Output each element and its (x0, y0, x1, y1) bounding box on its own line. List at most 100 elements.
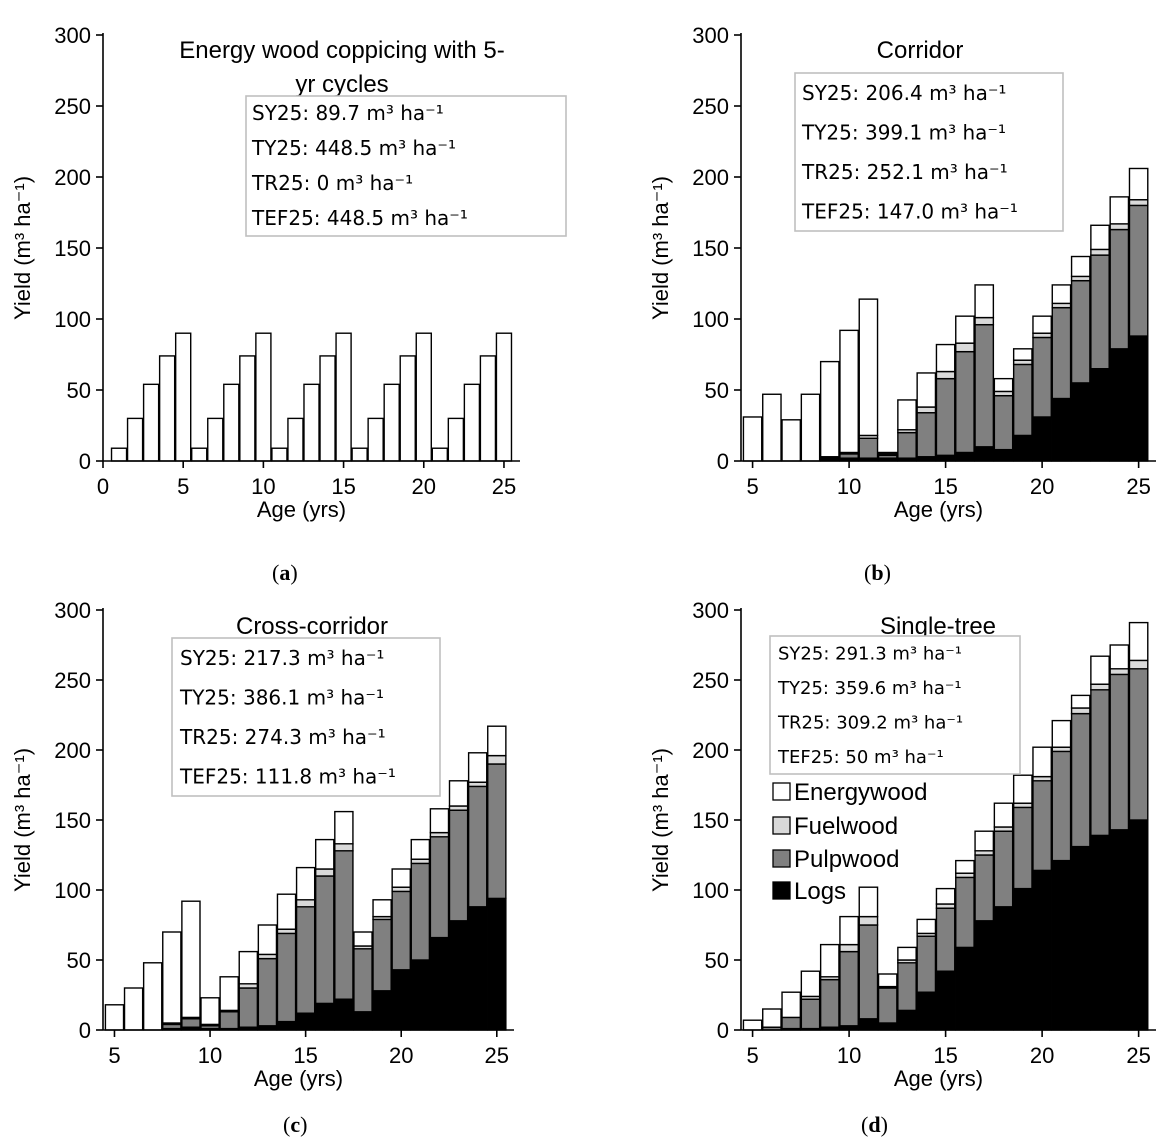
bar-logs (1070, 845, 1091, 1031)
bar-pulpwood (1051, 750, 1072, 862)
bar-logs (448, 920, 469, 1031)
y-tick-label: 150 (54, 236, 91, 261)
bar-fuelwood (1128, 199, 1149, 207)
bar-pulpwood (839, 950, 859, 1027)
bar-pulpwood (1032, 780, 1052, 872)
bar-pulpwood (219, 1011, 239, 1030)
x-tick-label: 15 (933, 474, 957, 499)
bar-energywood (219, 976, 239, 1012)
bars-b (742, 167, 1149, 462)
y-tick-label: 200 (54, 165, 91, 190)
bar-energywood (162, 931, 182, 1024)
panel-d: 0 50 100 150 200 250 300 5 10 15 20 25 Age (yrs) Yiel… (648, 598, 1156, 1091)
bar-fuelwood (955, 342, 975, 353)
bar-pulpwood (1012, 806, 1033, 890)
bar-energywood (207, 417, 224, 462)
bar-energywood (974, 830, 995, 852)
bar-logs (993, 906, 1014, 1031)
y-tick-label: 250 (54, 668, 91, 693)
bar-pulpwood (800, 998, 821, 1030)
y-axis-label: Yield (m³ ha⁻¹) (648, 176, 673, 320)
bar-logs (1090, 368, 1110, 462)
bar-energywood (487, 725, 507, 757)
bar-energywood (399, 355, 416, 462)
bar-energywood (334, 810, 354, 845)
y-tick-label: 250 (54, 94, 91, 119)
bar-fuelwood (839, 943, 859, 953)
bar-pulpwood (1109, 673, 1130, 831)
bar-energywood (781, 419, 802, 462)
bar-energywood (353, 931, 373, 947)
bar-fuelwood (295, 899, 316, 908)
bar-energywood (415, 332, 432, 462)
bar-logs (1012, 887, 1033, 1031)
bar-energywood (1090, 224, 1110, 251)
bar-energywood (429, 808, 450, 834)
y-tick-label: 300 (54, 23, 91, 48)
bar-energywood (839, 329, 859, 454)
bar-logs (1032, 869, 1052, 1031)
y-axis-label: Yield (m³ ha⁻¹) (10, 176, 35, 320)
x-axis-label: Age (yrs) (257, 497, 346, 522)
bar-logs (353, 1011, 373, 1031)
bar-logs (1070, 382, 1091, 462)
bar-fuelwood (858, 915, 879, 926)
bar-logs (935, 454, 956, 462)
bar-energywood (383, 383, 400, 462)
bar-energywood (158, 355, 176, 462)
y-tick-label: 0 (79, 1018, 91, 1043)
bar-energywood (858, 298, 879, 437)
bar-logs (391, 969, 411, 1031)
panel-a: 0 50 100 150 200 250 300 0 5 10 15 20 25 Age (yrs) Yie… (10, 23, 567, 522)
bar-energywood (819, 943, 840, 978)
bar-energywood (191, 447, 208, 462)
x-tick-label: 15 (293, 1043, 317, 1068)
bar-pulpwood (1051, 306, 1072, 400)
x-tick-label: 5 (177, 474, 189, 499)
bar-energywood (126, 417, 144, 462)
y-tick-label: 50 (705, 378, 729, 403)
bar-energywood (897, 946, 917, 961)
y-axis-label: Yield (m³ ha⁻¹) (648, 748, 673, 892)
bar-pulpwood (257, 957, 278, 1027)
stats-line: TEF25: 147.0 m³ ha⁻¹ (801, 199, 1018, 223)
bar-energywood (858, 886, 879, 918)
x-tick-label: 20 (1030, 1043, 1054, 1068)
bar-energywood (276, 893, 297, 930)
bar-energywood (367, 417, 384, 462)
bar-energywood (742, 416, 763, 462)
bar-pulpwood (1128, 668, 1149, 821)
bar-pulpwood (974, 323, 995, 448)
y-tick-label: 200 (692, 165, 729, 190)
bar-energywood (762, 1008, 782, 1028)
bar-pulpwood (372, 918, 392, 992)
bar-pulpwood (955, 350, 975, 454)
legend-swatch (772, 816, 791, 835)
bar-pulpwood (487, 763, 507, 900)
bar-pulpwood (916, 412, 937, 458)
bar-pulpwood (781, 1016, 802, 1030)
stats-line: TY25: 399.1 m³ ha⁻¹ (801, 120, 1006, 144)
bar-pulpwood (974, 854, 995, 922)
bar-energywood (110, 447, 128, 462)
bar-pulpwood (858, 924, 879, 1020)
x-tick-label: 10 (198, 1043, 222, 1068)
chart-title: Energy wood coppicing with 5- (179, 37, 505, 64)
bar-pulpwood (1109, 228, 1130, 350)
x-tick-label: 20 (412, 474, 436, 499)
bars-d (742, 621, 1149, 1031)
bar-pulpwood (1032, 336, 1052, 418)
bar-energywood (839, 915, 859, 946)
caption-c: (c) (283, 1112, 308, 1137)
stats-box (794, 72, 1064, 232)
panel-b: 0 50 100 150 200 250 300 5 10 15 20 25 Age (yrs) Yiel… (648, 23, 1156, 522)
bar-fuelwood (314, 868, 335, 877)
bar-pulpwood (819, 978, 840, 1028)
x-axis-label: Age (yrs) (894, 1066, 983, 1091)
x-tick-label: 25 (1126, 1043, 1150, 1068)
y-tick-label: 300 (692, 598, 729, 623)
stats-line: TY25: 359.6 m³ ha⁻¹ (777, 678, 962, 699)
bar-logs (467, 906, 488, 1031)
bar-logs (1032, 416, 1052, 462)
bar-pulpwood (993, 394, 1014, 451)
